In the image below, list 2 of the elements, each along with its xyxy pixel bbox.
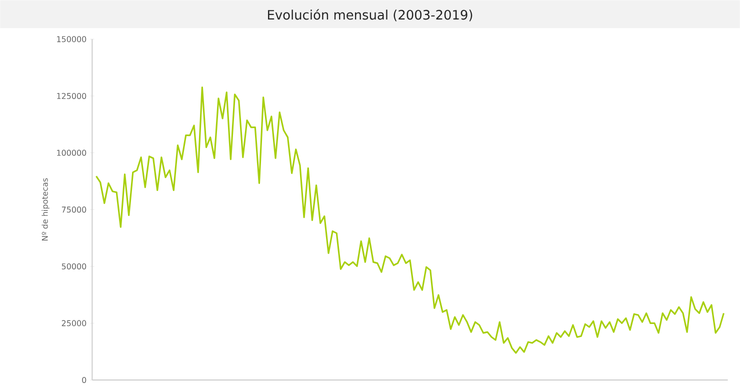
line-series	[95, 86, 725, 354]
chart-title: Evolución mensual (2003-2019)	[268, 9, 472, 22]
